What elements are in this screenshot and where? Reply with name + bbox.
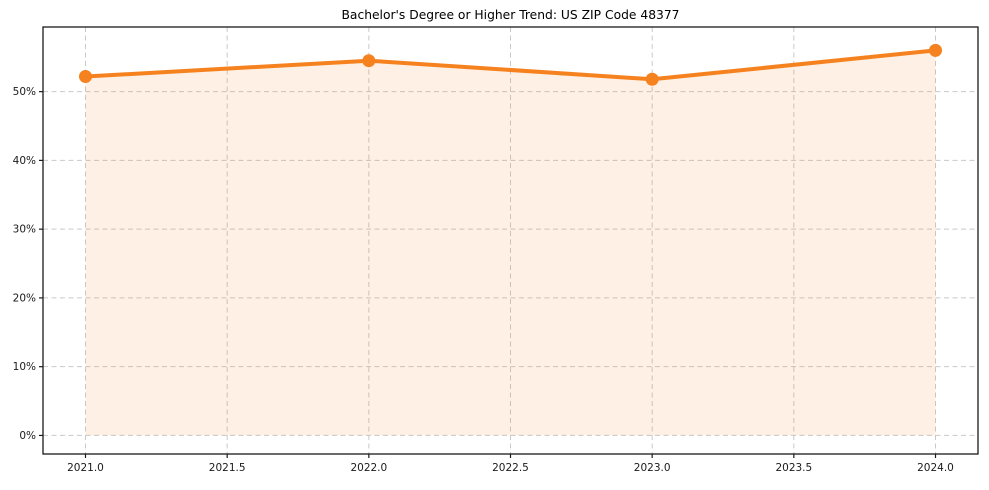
gridlines <box>43 27 978 454</box>
data-point-marker <box>929 43 942 57</box>
x-tick-label: 2021.0 <box>67 462 104 474</box>
y-tick-label: 40% <box>13 155 36 167</box>
y-axis: 0% 10% 20% 30% 40% 50% <box>13 86 43 442</box>
y-tick-label: 10% <box>13 361 36 373</box>
area-fill <box>85 50 936 436</box>
data-point-marker <box>79 70 92 84</box>
x-tick-label: 2022.0 <box>350 462 387 474</box>
y-tick-label: 20% <box>13 292 36 304</box>
x-tick-label: 2023.0 <box>634 462 671 474</box>
data-point-marker <box>645 72 659 86</box>
area-fill-shape <box>85 50 936 436</box>
x-tick-label: 2022.5 <box>492 462 529 474</box>
x-tick-label: 2023.5 <box>775 462 812 474</box>
data-points <box>79 43 942 86</box>
y-tick-label: 0% <box>19 430 36 442</box>
y-tick-label: 30% <box>13 224 36 236</box>
plot-border <box>42 26 979 455</box>
data-point-marker <box>362 54 376 68</box>
trend-line <box>83 48 938 82</box>
trend-line-path <box>83 48 938 82</box>
chart-title: Bachelor's Degree or Higher Trend: US ZI… <box>341 8 679 22</box>
x-tick-label: 2024.0 <box>917 462 954 474</box>
y-tick-label: 50% <box>13 86 36 98</box>
x-tick-label: 2021.5 <box>209 462 246 474</box>
x-axis: 2021.0 2021.5 2022.0 2022.5 2023.0 2023.5 2024… <box>67 454 954 474</box>
